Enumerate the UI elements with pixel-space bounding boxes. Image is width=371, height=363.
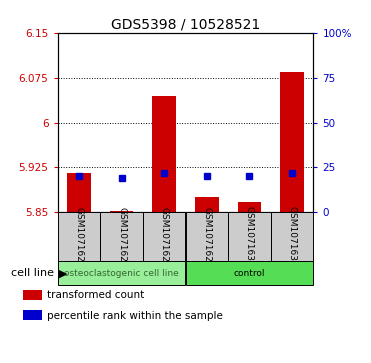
Bar bbox=[143, 212, 186, 261]
Text: GSM1071628: GSM1071628 bbox=[160, 207, 169, 267]
Bar bbox=[100, 212, 143, 261]
Text: GSM1071629: GSM1071629 bbox=[202, 207, 211, 267]
Bar bbox=[58, 212, 100, 261]
Title: GDS5398 / 10528521: GDS5398 / 10528521 bbox=[111, 17, 260, 32]
Bar bbox=[271, 212, 313, 261]
Bar bbox=[23, 310, 42, 320]
Bar bbox=[195, 197, 219, 212]
Text: osteoclastogenic cell line: osteoclastogenic cell line bbox=[64, 269, 179, 278]
Bar bbox=[152, 95, 176, 212]
Bar bbox=[238, 201, 261, 212]
Text: ▶: ▶ bbox=[59, 268, 68, 278]
Text: GSM1071631: GSM1071631 bbox=[288, 207, 297, 267]
Text: percentile rank within the sample: percentile rank within the sample bbox=[47, 310, 223, 321]
Bar bbox=[186, 212, 228, 261]
Bar bbox=[58, 261, 186, 285]
Bar bbox=[228, 212, 271, 261]
Bar bbox=[110, 211, 133, 212]
Text: GSM1071626: GSM1071626 bbox=[74, 207, 83, 267]
Text: transformed count: transformed count bbox=[47, 290, 144, 300]
Bar bbox=[280, 72, 304, 212]
Text: cell line: cell line bbox=[11, 268, 54, 278]
Bar bbox=[67, 174, 91, 212]
Bar bbox=[23, 290, 42, 299]
Text: control: control bbox=[234, 269, 265, 278]
Bar bbox=[186, 261, 313, 285]
Text: GSM1071630: GSM1071630 bbox=[245, 207, 254, 267]
Text: GSM1071627: GSM1071627 bbox=[117, 207, 126, 267]
